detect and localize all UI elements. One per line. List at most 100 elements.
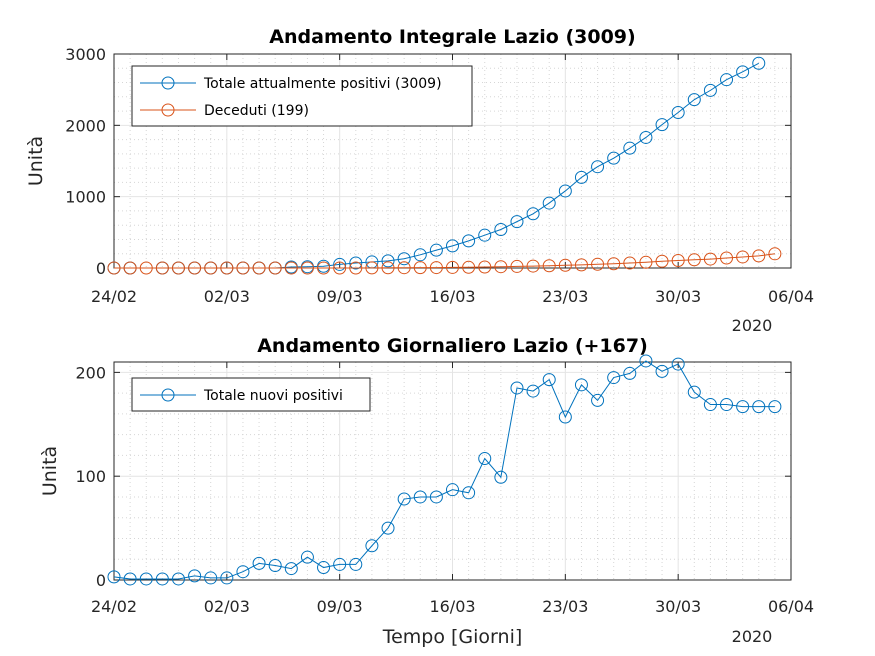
series-line bbox=[114, 253, 775, 269]
x-tick-label: 30/03 bbox=[655, 597, 701, 616]
data-point bbox=[542, 196, 556, 210]
data-point bbox=[687, 385, 701, 399]
data-point bbox=[429, 261, 443, 275]
data-point bbox=[252, 556, 266, 570]
data-point bbox=[349, 557, 363, 571]
data-point bbox=[300, 261, 314, 275]
data-point bbox=[510, 381, 524, 395]
x-tick-label: 06/04 bbox=[768, 287, 814, 306]
x-tick-label: 16/03 bbox=[429, 287, 475, 306]
data-point bbox=[591, 160, 605, 174]
data-point bbox=[510, 259, 524, 273]
x-tick-label: 09/03 bbox=[317, 287, 363, 306]
x-tick-label: 24/02 bbox=[91, 287, 137, 306]
data-point bbox=[446, 260, 459, 274]
data-point bbox=[558, 258, 572, 272]
y-axis-label: Unità bbox=[39, 446, 61, 496]
data-point bbox=[703, 252, 717, 266]
x-tick-label: 30/03 bbox=[655, 287, 701, 306]
data-point bbox=[317, 561, 331, 575]
data-point bbox=[333, 257, 347, 271]
data-point bbox=[123, 572, 137, 586]
series-1 bbox=[107, 354, 782, 586]
y-tick-label: 100 bbox=[75, 467, 106, 486]
y-tick-label: 1000 bbox=[65, 188, 106, 207]
data-point bbox=[526, 207, 540, 221]
data-point bbox=[446, 239, 459, 253]
data-point bbox=[139, 261, 153, 275]
data-point bbox=[252, 261, 266, 275]
data-point bbox=[526, 384, 540, 398]
data-point bbox=[446, 483, 459, 497]
data-point bbox=[671, 254, 685, 268]
data-point bbox=[639, 130, 653, 144]
legend: Totale nuovi positivi bbox=[131, 377, 371, 412]
data-point bbox=[300, 550, 314, 564]
chart-panel-1: 24/02 02/03 09/03 16/03 23/03 30/03 06/04 0 1000… bbox=[25, 26, 814, 335]
data-point bbox=[752, 400, 766, 414]
data-point bbox=[413, 261, 427, 275]
data-point bbox=[333, 261, 347, 275]
data-point bbox=[542, 259, 556, 273]
data-point bbox=[397, 261, 411, 275]
y-tick-label: 2000 bbox=[65, 116, 106, 135]
legend-box bbox=[131, 65, 473, 127]
y-tick-label: 0 bbox=[96, 259, 106, 278]
data-point bbox=[204, 261, 218, 275]
data-point bbox=[155, 261, 169, 275]
data-point bbox=[671, 105, 685, 119]
series-2 bbox=[107, 247, 782, 275]
y-tick-label: 0 bbox=[96, 571, 106, 590]
data-point bbox=[607, 257, 621, 271]
chart-title: Andamento Giornaliero Lazio (+167) bbox=[257, 335, 648, 357]
legend-item: Deceduti (199) bbox=[140, 103, 309, 119]
x-tick-label: 23/03 bbox=[542, 287, 588, 306]
data-point bbox=[268, 261, 282, 275]
data-point bbox=[655, 118, 669, 132]
data-point bbox=[107, 261, 121, 275]
data-point bbox=[720, 73, 734, 87]
data-point bbox=[462, 260, 476, 274]
data-point bbox=[284, 261, 298, 275]
data-point bbox=[188, 261, 202, 275]
x-tick-label: 02/03 bbox=[204, 597, 250, 616]
chart-panel-2: 24/02 02/03 09/03 16/03 23/03 30/03 06/04 0 100 2… bbox=[39, 335, 814, 648]
data-point bbox=[736, 400, 750, 414]
data-point bbox=[542, 373, 556, 387]
data-point bbox=[171, 261, 185, 275]
data-point bbox=[623, 256, 637, 270]
data-point bbox=[204, 571, 218, 585]
data-point bbox=[623, 366, 637, 380]
data-point bbox=[720, 398, 734, 412]
data-point bbox=[349, 261, 363, 275]
data-point bbox=[591, 393, 605, 407]
data-point bbox=[317, 261, 331, 275]
data-point bbox=[639, 255, 653, 269]
legend-item: Totale attualmente positivi (3009) bbox=[140, 76, 442, 92]
data-point bbox=[381, 254, 395, 268]
data-point bbox=[236, 261, 250, 275]
data-point bbox=[510, 215, 524, 229]
y-tick-label: 200 bbox=[75, 363, 106, 382]
legend: Totale attualmente positivi (3009) Decedu… bbox=[131, 65, 473, 127]
data-point bbox=[736, 250, 750, 264]
data-point bbox=[639, 354, 653, 368]
x-tick-label: 02/03 bbox=[204, 287, 250, 306]
data-point bbox=[155, 572, 169, 586]
data-point bbox=[752, 249, 766, 263]
x-tick-label: 24/02 bbox=[91, 597, 137, 616]
data-point bbox=[365, 261, 379, 275]
x-axis-label: Tempo [Giorni] bbox=[382, 626, 523, 648]
data-point bbox=[768, 247, 782, 261]
data-point bbox=[478, 452, 492, 466]
data-point bbox=[413, 248, 427, 262]
legend-marker bbox=[161, 388, 175, 402]
data-point bbox=[574, 170, 588, 184]
data-point bbox=[494, 260, 508, 274]
data-point bbox=[365, 539, 379, 553]
legend-item: Totale nuovi positivi bbox=[140, 388, 343, 404]
data-point bbox=[397, 492, 411, 506]
data-point bbox=[752, 56, 766, 70]
legend-label: Totale nuovi positivi bbox=[203, 388, 343, 404]
data-point bbox=[171, 572, 185, 586]
